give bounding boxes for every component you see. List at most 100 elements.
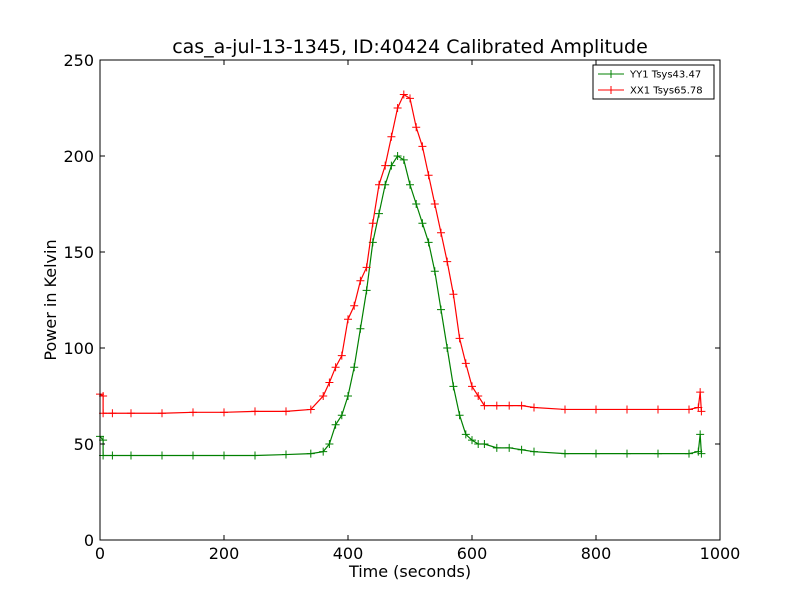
legend-marker (607, 86, 615, 94)
data-point (492, 443, 501, 452)
data-point (468, 382, 476, 391)
data-point (654, 449, 662, 458)
data-point (337, 411, 346, 420)
data-point (282, 450, 290, 459)
data-point (344, 315, 352, 324)
data-point (480, 440, 489, 448)
data-point (344, 392, 352, 400)
data-point (350, 363, 359, 372)
data-point (306, 405, 315, 414)
data-point (412, 200, 421, 208)
data-point (406, 94, 414, 103)
data-point (430, 267, 439, 276)
data-point (468, 436, 476, 445)
data-point (251, 407, 259, 416)
data-point (325, 378, 334, 387)
data-point (517, 445, 526, 454)
data-point (158, 451, 166, 460)
data-point (505, 401, 514, 410)
data-point (530, 447, 538, 456)
series-0 (96, 152, 706, 460)
data-point (437, 305, 445, 314)
ticks-layer: 0 200 400 600 800 1000 0 50 100 150 200 250 (63, 51, 740, 563)
data-point (480, 401, 489, 410)
data-point (685, 405, 693, 414)
data-point (623, 405, 631, 414)
data-point (362, 286, 371, 295)
legend: YY1 Tsys43.47 XX1 Tsys65.78 (592, 64, 715, 100)
plot-area (100, 60, 720, 540)
data-point (561, 405, 569, 414)
data-point (337, 351, 346, 360)
data-point (592, 449, 600, 458)
chart-title: cas_a-jul-13-1345, ID:40424 Calibrated A… (172, 36, 648, 58)
data-point (319, 392, 328, 400)
data-point (220, 408, 228, 417)
data-point (189, 451, 197, 460)
data-point (623, 449, 631, 458)
data-point (368, 219, 377, 228)
y-tick-label: 150 (63, 243, 94, 262)
data-point (108, 409, 117, 418)
data-point (530, 403, 538, 412)
data-point (455, 334, 464, 343)
data-point (127, 409, 135, 418)
data-point (492, 401, 501, 410)
data-point (393, 152, 402, 160)
data-point (418, 219, 427, 228)
legend-marker (607, 70, 615, 78)
data-point (437, 228, 445, 237)
x-tick-label: 200 (209, 544, 240, 563)
data-point (399, 90, 408, 99)
x-tick-label: 0 (95, 544, 105, 563)
data-point (561, 449, 569, 458)
data-point (158, 409, 166, 418)
data-point (356, 276, 365, 285)
data-point (517, 401, 526, 410)
data-point (331, 363, 340, 372)
x-tick-label: 400 (333, 544, 364, 563)
data-point (443, 257, 452, 266)
series-layer (96, 90, 706, 460)
series-1 (96, 90, 706, 418)
data-point (375, 180, 383, 189)
data-point (696, 430, 705, 439)
legend-box (592, 64, 715, 100)
data-point (356, 324, 365, 333)
data-point (406, 180, 414, 189)
y-tick-label: 50 (74, 435, 94, 454)
data-point (592, 405, 600, 414)
data-point (362, 263, 371, 272)
data-point (393, 104, 402, 112)
legend-label: XX1 Tsys65.78 (630, 86, 703, 97)
data-point (331, 420, 340, 429)
data-point (375, 209, 383, 218)
x-tick-label: 600 (457, 544, 488, 563)
x-axis-label: Time (seconds) (348, 562, 471, 581)
x-tick-label: 800 (581, 544, 612, 563)
data-point (505, 443, 514, 452)
data-point (430, 200, 439, 208)
data-point (412, 123, 421, 132)
data-point (251, 451, 259, 460)
data-point (654, 405, 662, 414)
x-tick-label: 1000 (700, 544, 741, 563)
data-point (474, 392, 483, 400)
data-point (325, 440, 334, 448)
data-point (127, 451, 135, 460)
legend-label: YY1 Tsys43.47 (629, 70, 701, 81)
y-tick-label: 200 (63, 147, 94, 166)
data-point (424, 238, 433, 247)
data-point (399, 155, 408, 164)
data-point (306, 449, 315, 458)
data-point (189, 408, 197, 417)
data-point (455, 411, 464, 420)
data-point (418, 142, 427, 151)
plot-frame (99, 59, 721, 541)
y-tick-label: 100 (63, 339, 94, 358)
data-point (319, 447, 328, 456)
data-point (461, 430, 470, 439)
data-point (449, 382, 458, 391)
data-point (461, 359, 470, 368)
